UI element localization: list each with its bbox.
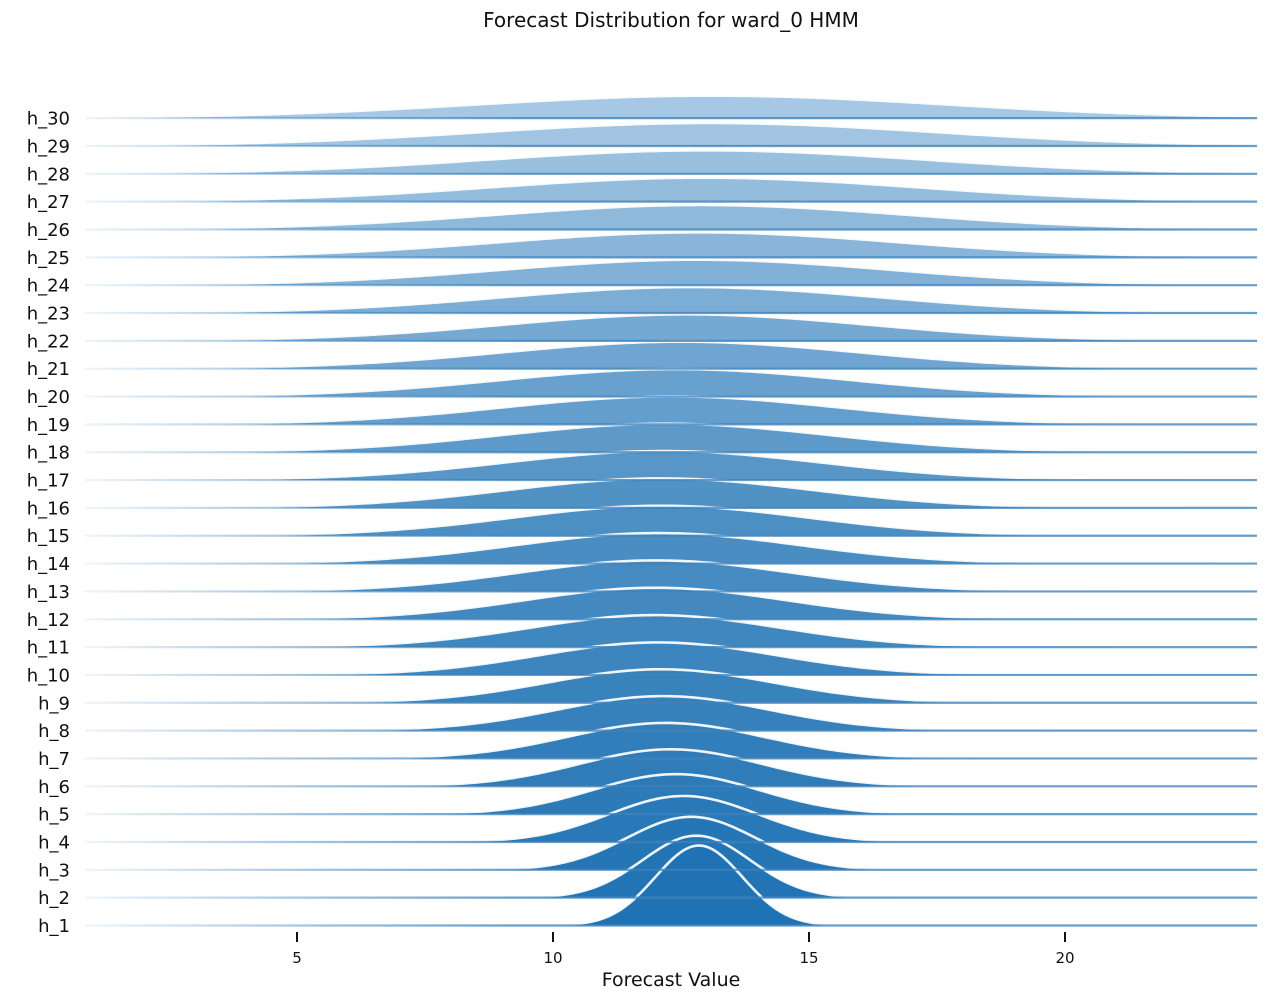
y-axis-label-h_7: h_7 (38, 749, 70, 770)
ridge-fill-h_6 (85, 749, 1257, 787)
y-axis-label-h_9: h_9 (38, 693, 70, 714)
ridge-fill-h_30 (85, 95, 1257, 119)
y-axis-label-h_6: h_6 (38, 777, 70, 798)
y-axis-label-h_15: h_15 (27, 526, 70, 547)
y-axis-label-h_30: h_30 (27, 109, 70, 130)
ridge-fill-h_11 (85, 615, 1257, 648)
y-axis-label-h_17: h_17 (27, 471, 70, 492)
ridge-fill-h_5 (85, 774, 1257, 815)
ridge-outline-h_24 (84, 258, 1258, 287)
y-axis-label-h_5: h_5 (38, 805, 70, 826)
y-axis-label-h_27: h_27 (27, 192, 70, 213)
y-axis-label-h_16: h_16 (27, 498, 70, 519)
ridge-fill-h_1 (85, 845, 1257, 926)
ridge-outline-h_25 (84, 231, 1258, 259)
y-axis-label-h_21: h_21 (27, 359, 70, 380)
ridge-outline-h_29 (84, 121, 1258, 147)
y-axis-label-h_28: h_28 (27, 164, 70, 185)
y-axis-label-h_25: h_25 (27, 248, 70, 269)
ridge-fill-h_12 (85, 587, 1257, 620)
y-axis-label-h_8: h_8 (38, 721, 70, 742)
y-axis-label-h_20: h_20 (27, 387, 70, 408)
ridge-outline-h_26 (84, 203, 1258, 231)
plot-title: Forecast Distribution for ward_0 HMM (483, 8, 859, 32)
y-axis-label-h_13: h_13 (27, 582, 70, 603)
ridge-outline-h_30 (84, 94, 1258, 119)
x-tick-label-20: 20 (1055, 949, 1074, 967)
ridge-fill-h_28 (85, 150, 1257, 174)
x-tick-label-10: 10 (543, 949, 562, 967)
y-axis-label-h_14: h_14 (27, 554, 70, 575)
ridge-outline-h_27 (84, 176, 1258, 203)
y-axis-label-h_18: h_18 (27, 443, 70, 464)
ridge-fill-h_17 (85, 451, 1257, 481)
ridge-fill-h_20 (85, 369, 1257, 397)
ridge-outline-h_23 (84, 285, 1258, 315)
ridge-outline-h_22 (84, 313, 1258, 343)
y-axis-label-h_11: h_11 (27, 638, 70, 659)
ridge-fill-h_15 (85, 505, 1257, 536)
ridge-fill-h_7 (85, 722, 1257, 759)
ridge-fill-h_29 (85, 122, 1257, 146)
y-axis-label-h_29: h_29 (27, 136, 70, 157)
y-axis-label-h_3: h_3 (38, 860, 70, 881)
y-axis-label-h_4: h_4 (38, 832, 70, 853)
ridge-outline-h_28 (84, 149, 1258, 175)
ridge-fill-h_19 (85, 396, 1257, 425)
y-axis-label-h_10: h_10 (27, 665, 70, 686)
ridge-fill-h_21 (85, 341, 1257, 369)
ridge-fill-h_16 (85, 478, 1257, 508)
y-axis-label-h_22: h_22 (27, 331, 70, 352)
x-axis-label: Forecast Value (601, 969, 741, 991)
ridge-fill-h_14 (85, 533, 1257, 564)
y-axis-label-h_19: h_19 (27, 415, 70, 436)
ridge-fill-h_18 (85, 423, 1257, 453)
ridge-outline-h_17 (85, 449, 1258, 482)
ridge-fill-h_22 (85, 314, 1257, 341)
y-axis-label-h_12: h_12 (27, 610, 70, 631)
x-tick-label-5: 5 (292, 949, 302, 967)
ridge-fill-h_9 (85, 669, 1257, 703)
ridge-fill-h_13 (85, 560, 1257, 592)
y-axis-label-h_23: h_23 (27, 304, 70, 325)
y-axis-label-h_2: h_2 (38, 888, 70, 909)
y-axis-label-h_24: h_24 (27, 276, 70, 297)
y-axis-label-h_1: h_1 (38, 916, 70, 937)
ridge-fill-h_10 (85, 642, 1257, 675)
x-tick-label-15: 15 (799, 949, 818, 967)
y-axis-label-h_26: h_26 (27, 220, 70, 241)
ridge-fill-h_8 (85, 696, 1257, 731)
